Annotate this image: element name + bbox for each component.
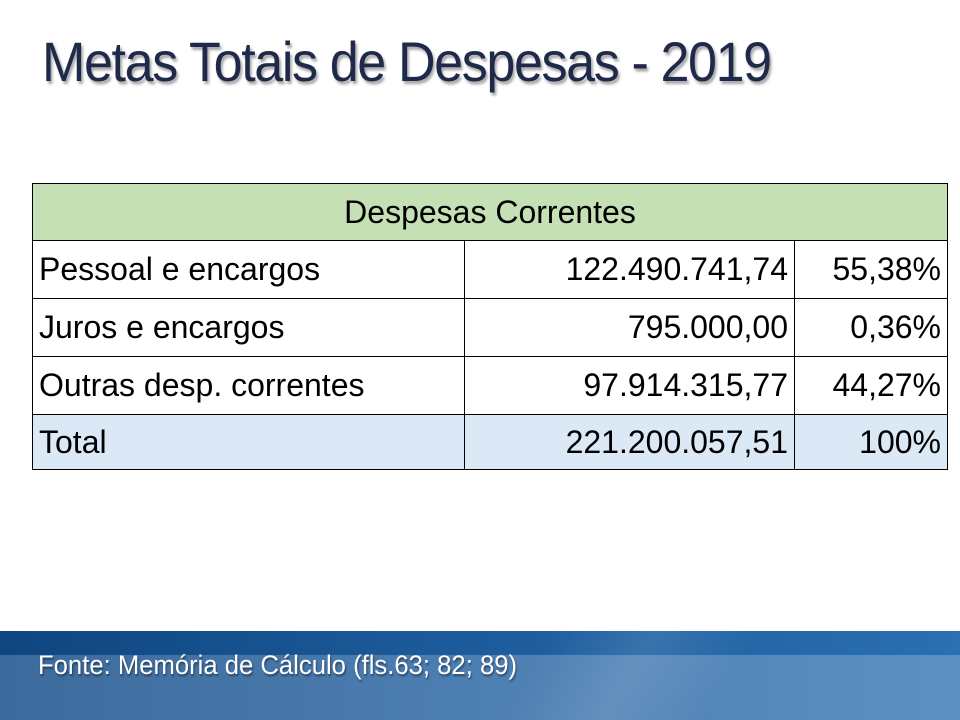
row-value: 97.914.315,77: [464, 356, 795, 415]
total-label: Total: [32, 414, 465, 470]
table-total-row: Total 221.200.057,51 100%: [32, 414, 948, 470]
row-percent: 55,38%: [794, 240, 948, 299]
table-row: Pessoal e encargos 122.490.741,74 55,38%: [32, 240, 948, 299]
expenses-table: Despesas Correntes Pessoal e encargos 12…: [32, 183, 948, 470]
footer-band: [0, 631, 960, 720]
table-row: Juros e encargos 795.000,00 0,36%: [32, 298, 948, 357]
footer-strip: [0, 631, 960, 655]
row-value: 795.000,00: [464, 298, 795, 357]
row-value: 122.490.741,74: [464, 240, 795, 299]
row-label: Juros e encargos: [32, 298, 465, 357]
row-label: Pessoal e encargos: [32, 240, 465, 299]
table-header: Despesas Correntes: [32, 183, 948, 241]
total-percent: 100%: [794, 414, 948, 470]
table-header-row: Despesas Correntes: [32, 183, 948, 241]
row-label: Outras desp. correntes: [32, 356, 465, 415]
footer-sheen: [420, 631, 820, 720]
slide-title: Metas Totais de Despesas - 2019: [42, 30, 772, 93]
source-note: Fonte: Memória de Cálculo (fls.63; 82; 8…: [38, 650, 518, 680]
table-row: Outras desp. correntes 97.914.315,77 44,…: [32, 356, 948, 415]
total-value: 221.200.057,51: [464, 414, 795, 470]
row-percent: 0,36%: [794, 298, 948, 357]
row-percent: 44,27%: [794, 356, 948, 415]
